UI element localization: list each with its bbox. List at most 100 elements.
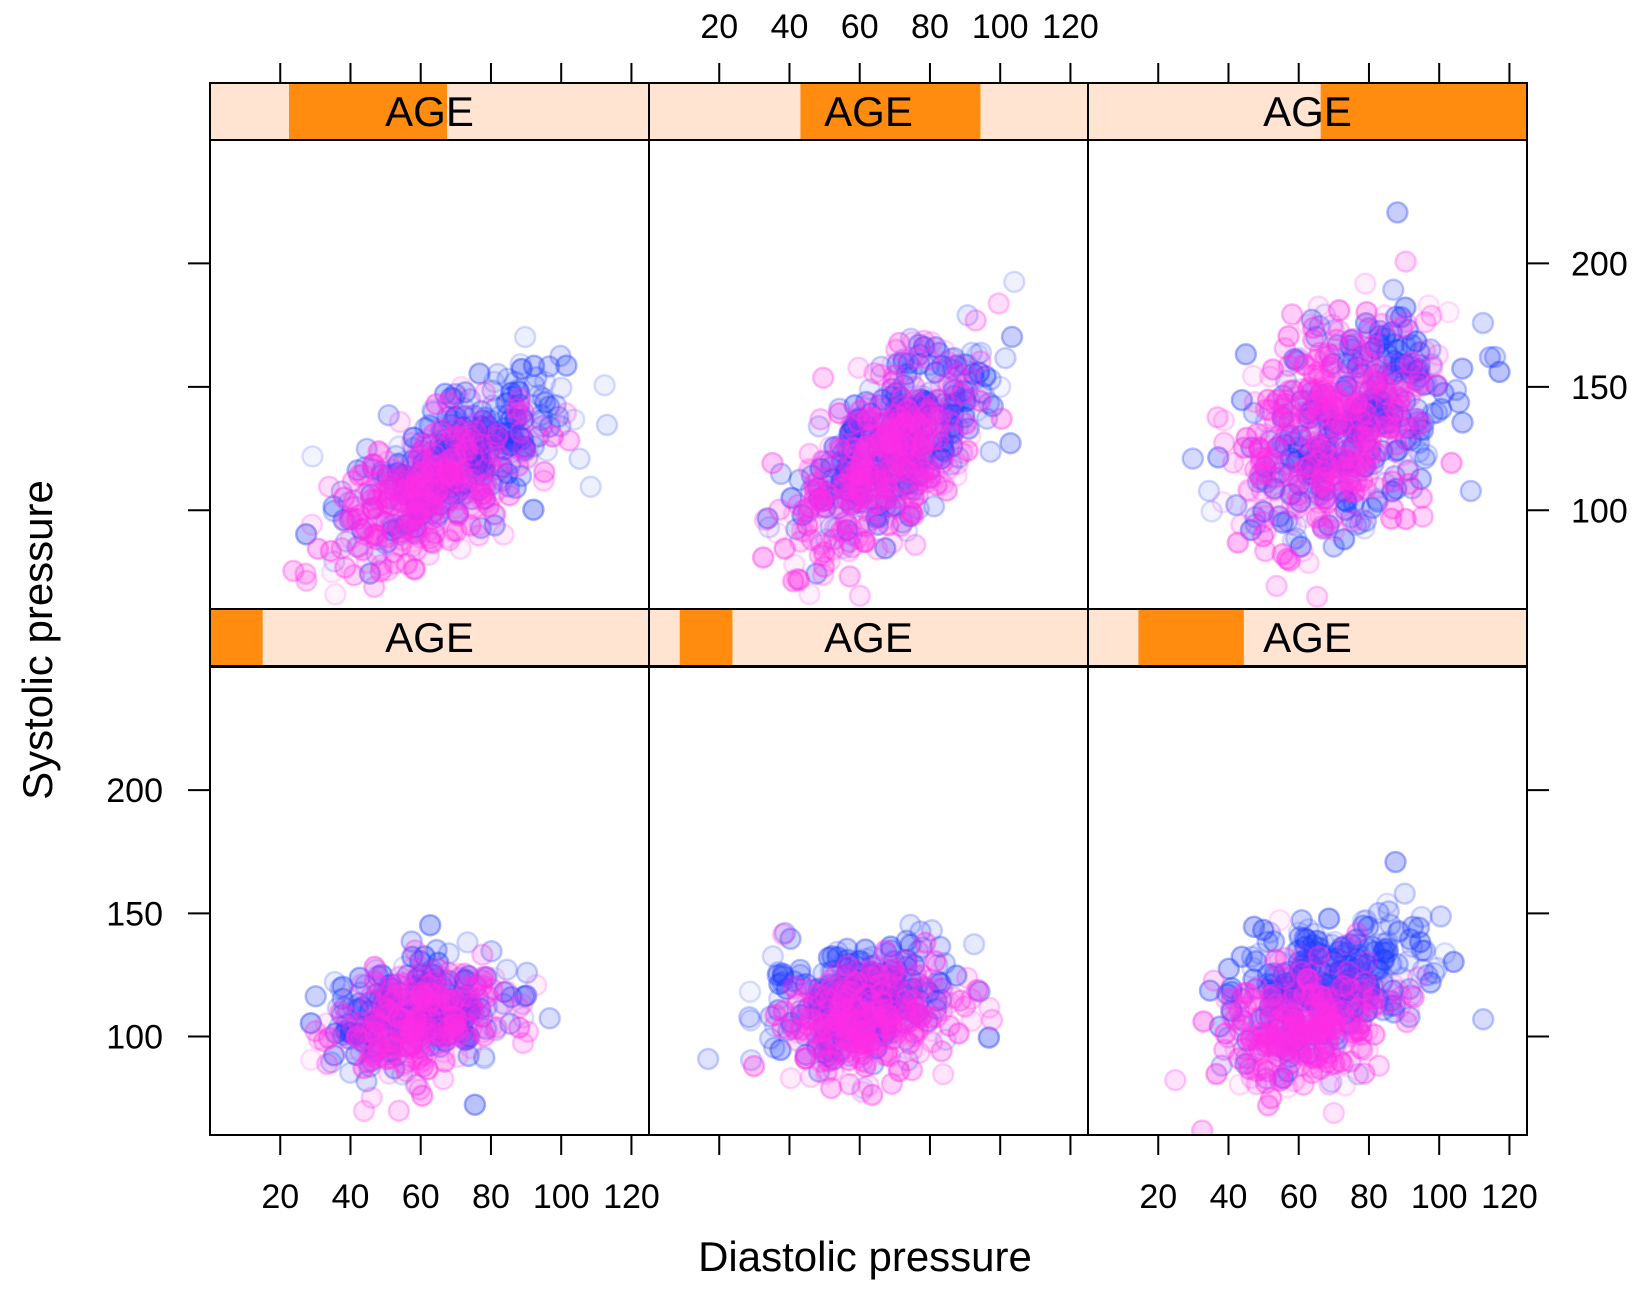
data-point: [904, 435, 928, 458]
data-point: [1244, 1028, 1268, 1052]
data-point: [1266, 388, 1289, 412]
data-point: [854, 530, 877, 554]
data-point: [445, 469, 468, 492]
data-point: [1324, 1007, 1347, 1031]
data-point: [969, 350, 992, 373]
data-point: [473, 406, 497, 429]
data-point: [1359, 412, 1383, 436]
data-point: [1459, 479, 1483, 503]
data-point: [391, 529, 415, 552]
data-point: [886, 351, 910, 375]
data-point: [386, 1023, 410, 1046]
data-point: [550, 376, 573, 400]
data-point: [1406, 410, 1430, 433]
data-point: [387, 1034, 411, 1058]
data-point: [1259, 426, 1282, 449]
data-point: [1284, 1001, 1307, 1025]
data-point: [466, 419, 489, 443]
data-point: [417, 970, 440, 994]
data-point: [909, 387, 933, 411]
data-point: [1309, 1027, 1332, 1051]
data-point: [326, 996, 350, 1020]
data-point: [1288, 410, 1311, 434]
data-point: [1310, 1010, 1334, 1034]
data-point: [389, 1020, 412, 1043]
data-point: [1356, 421, 1379, 444]
data-point: [1303, 939, 1326, 963]
data-point: [423, 507, 447, 530]
data-point: [1282, 1017, 1305, 1040]
data-point: [1297, 551, 1320, 575]
data-point: [482, 483, 505, 506]
data-point: [1375, 941, 1399, 965]
data-point: [887, 980, 911, 1004]
data-point: [495, 421, 518, 444]
data-point: [1264, 466, 1287, 489]
data-point: [404, 485, 428, 508]
data-point: [1353, 982, 1376, 1005]
data-point: [1353, 517, 1376, 540]
data-point: [547, 405, 570, 429]
data-point: [1273, 967, 1296, 990]
data-point: [380, 1035, 403, 1058]
data-point: [402, 1026, 426, 1049]
data-point: [410, 439, 434, 463]
data-point: [1303, 484, 1327, 508]
data-point: [445, 1019, 468, 1043]
data-point: [1483, 345, 1507, 369]
data-point: [1349, 411, 1372, 434]
data-point: [339, 1037, 363, 1061]
data-point: [408, 988, 432, 1012]
data-point: [441, 982, 464, 1005]
data-point: [858, 378, 882, 401]
data-point: [894, 434, 918, 457]
y-axis: [1527, 789, 1549, 1038]
data-point: [818, 973, 841, 996]
data-point: [838, 452, 861, 475]
data-point: [879, 1012, 902, 1036]
data-point: [468, 1004, 491, 1027]
data-point: [899, 500, 923, 524]
data-point: [346, 535, 369, 558]
data-point: [1374, 324, 1397, 347]
data-point: [891, 511, 914, 534]
data-point: [1316, 1014, 1340, 1038]
data-point: [893, 991, 917, 1014]
data-point: [512, 985, 536, 1008]
data-point: [425, 455, 449, 479]
data-point: [1281, 1003, 1304, 1027]
data-point: [873, 962, 896, 985]
data-point: [854, 1026, 878, 1049]
data-point: [838, 1023, 861, 1046]
data-point: [908, 1041, 931, 1064]
data-point: [860, 423, 883, 447]
data-point: [832, 998, 856, 1022]
x-axis: 20 40 60 80 100 120: [700, 8, 1099, 83]
data-point: [486, 362, 510, 386]
data-point: [470, 451, 493, 474]
data-point: [411, 985, 434, 1009]
data-point: [1368, 389, 1392, 413]
data-point: [1275, 422, 1299, 445]
data-point: [1298, 424, 1322, 448]
data-point: [855, 988, 878, 1011]
data-point: [890, 426, 914, 450]
data-point: [330, 1003, 354, 1027]
data-point: [378, 1032, 402, 1056]
data-point: [1290, 377, 1313, 401]
data-point: [1306, 435, 1330, 458]
data-point: [399, 488, 423, 511]
data-point: [900, 1058, 924, 1082]
data-point: [448, 966, 472, 989]
data-point: [1338, 446, 1362, 470]
data-point: [833, 974, 856, 998]
data-point: [408, 498, 432, 521]
data-point: [838, 530, 861, 554]
data-point: [324, 1021, 347, 1045]
data-point: [1309, 1018, 1332, 1042]
data-point: [1420, 304, 1443, 327]
data-point: [390, 464, 413, 488]
data-point: [418, 413, 441, 437]
data-point: [1350, 395, 1374, 418]
data-point: [388, 468, 412, 492]
